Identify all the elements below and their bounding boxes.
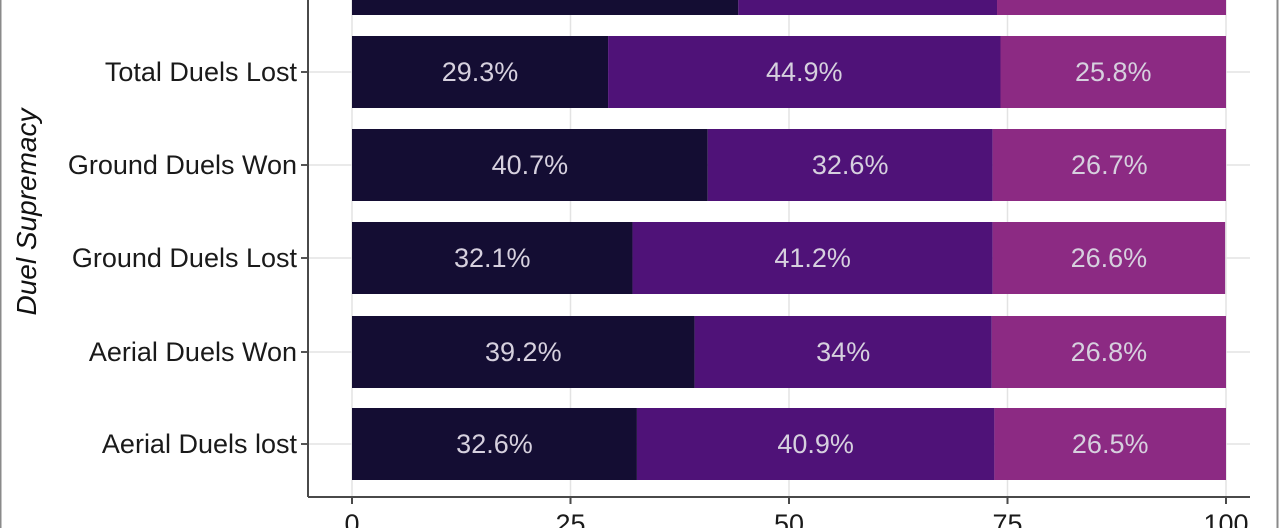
bar-segment-label: 26.6% (1071, 243, 1148, 273)
bar-segment-label: 41.2% (774, 243, 851, 273)
bar-segment-label: 26.7% (1071, 150, 1148, 180)
bars-layer (352, 0, 1226, 480)
x-tick-label: 50 (774, 509, 804, 528)
y-axis-title: Duel Supremacy (11, 107, 42, 316)
bar-segment (352, 129, 708, 201)
bar-segment-partial (997, 0, 1226, 15)
bar-segment-label: 32.6% (812, 150, 889, 180)
x-tick-label: 75 (992, 509, 1022, 528)
bar-segment (1000, 36, 1226, 108)
bar-segment (352, 316, 695, 388)
x-tick-label: 0 (344, 509, 359, 528)
axis-layer: 0 25 50 75 100 (301, 0, 1250, 528)
bar-segment (608, 36, 1001, 108)
bar-segment-label: 44.9% (766, 57, 843, 87)
bar-segment-label: 32.1% (454, 243, 531, 273)
bar-segment (352, 222, 633, 294)
labels-layer: 29.3% 44.9% 25.8% Total Duels Lost 40.7% 32.6… (68, 57, 1152, 459)
bar-segment (636, 408, 995, 480)
bar-segment-label: 29.3% (442, 57, 519, 87)
category-label: Aerial Duels lost (102, 429, 298, 459)
bar-segment-label: 40.9% (777, 429, 854, 459)
bar-segment-label: 26.8% (1071, 337, 1148, 367)
bar-segment-label: 25.8% (1075, 57, 1152, 87)
bar-segment-label: 34% (816, 337, 870, 367)
category-label: Ground Duels Lost (72, 243, 298, 273)
bar-segment (352, 36, 609, 108)
bar-segment-partial (352, 0, 739, 15)
x-tick-label: 25 (555, 509, 585, 528)
bar-segment (994, 408, 1226, 480)
category-label: Ground Duels Won (68, 150, 297, 180)
category-label: Aerial Duels Won (89, 337, 297, 367)
bar-segment (694, 316, 992, 388)
bar-segment (991, 316, 1226, 388)
bar-segment (992, 222, 1226, 294)
bar-segment-label: 40.7% (492, 150, 569, 180)
category-label: Total Duels Lost (105, 57, 298, 87)
bar-segment (992, 129, 1226, 201)
x-tick-label: 100 (1203, 509, 1248, 528)
bar-segment (352, 408, 637, 480)
bar-segment-label: 32.6% (456, 429, 533, 459)
bar-segment-label: 26.5% (1072, 429, 1149, 459)
bar-segment (632, 222, 993, 294)
bar-segment-partial (738, 0, 998, 15)
bar-segment (707, 129, 993, 201)
bar-segment-label: 39.2% (485, 337, 562, 367)
